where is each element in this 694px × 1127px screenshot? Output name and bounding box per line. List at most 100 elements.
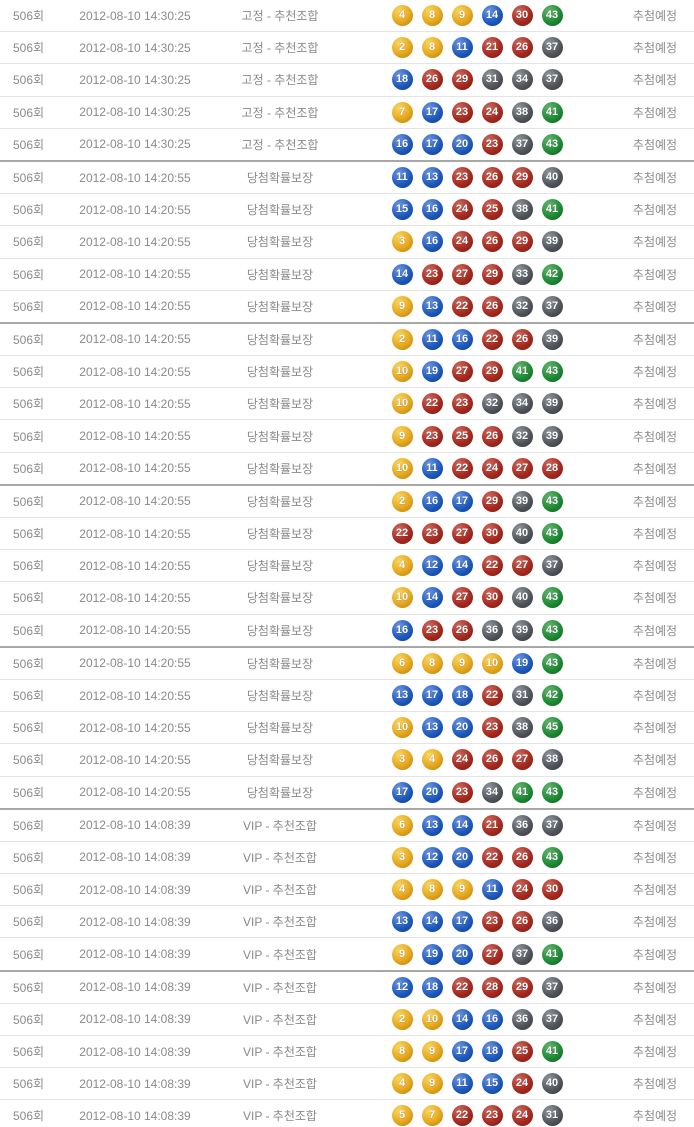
lotto-ball-red: 27 [451, 587, 473, 609]
status-label: 추첨예정 [632, 397, 678, 412]
table-row: 506회 2012-08-10 14:20:55 당첨확률보장 16 23 26 36… [0, 613, 694, 646]
round-label: 506회 [13, 1045, 45, 1060]
datetime-label: 2012-08-10 14:20:55 [79, 364, 191, 379]
datetime-label: 2012-08-10 14:08:39 [79, 1076, 191, 1091]
table-row: 506회 2012-08-10 14:20:55 당첨확률보장 10 22 23 32… [0, 387, 694, 419]
lotto-balls: 2 16 17 29 39 43 [360, 490, 594, 512]
category-label: VIP - 추천조합 [243, 915, 317, 930]
lotto-ball-red: 26 [481, 749, 503, 771]
status-label: 추첨예정 [632, 137, 678, 152]
round-label: 506회 [13, 9, 45, 24]
lotto-ball-gray: 39 [511, 490, 533, 512]
lotto-ball-blue: 16 [421, 490, 443, 512]
lotto-balls: 5 7 22 23 24 31 [360, 1105, 594, 1127]
lotto-balls: 11 13 23 26 29 40 [360, 167, 594, 189]
lotto-ball-green: 43 [541, 652, 563, 674]
status-label: 추첨예정 [632, 689, 678, 704]
lotto-ball-red: 25 [481, 199, 503, 221]
lotto-ball-red: 29 [511, 231, 533, 253]
datetime-label: 2012-08-10 14:30:25 [79, 8, 191, 23]
lotto-ball-red: 26 [481, 167, 503, 189]
lotto-balls: 13 14 17 23 26 36 [360, 911, 594, 933]
table-row: 506회 2012-08-10 14:08:39 VIP - 추천조합 4 9 11… [0, 1067, 694, 1099]
status-label: 추첨예정 [632, 527, 678, 542]
category-label: 당첨확률보장 [246, 753, 314, 768]
lotto-ball-gray: 33 [511, 263, 533, 285]
lotto-ball-blue: 11 [481, 879, 503, 901]
lotto-balls: 16 17 20 23 37 43 [360, 133, 594, 155]
category-label: VIP - 추천조합 [243, 1045, 317, 1060]
status-label: 추첨예정 [632, 299, 678, 314]
lotto-ball-yellow: 8 [421, 37, 443, 59]
lotto-ball-blue: 11 [451, 1073, 473, 1095]
lotto-ball-red: 26 [481, 295, 503, 317]
lotto-ball-red: 22 [421, 393, 443, 415]
category-label: 당첨확률보장 [246, 591, 314, 606]
lotto-balls: 4 9 11 15 24 40 [360, 1073, 594, 1095]
lotto-ball-red: 27 [451, 361, 473, 383]
lotto-ball-yellow: 7 [421, 1105, 443, 1127]
table-row: 506회 2012-08-10 14:20:55 당첨확률보장 11 13 23 26… [0, 159, 694, 193]
datetime-label: 2012-08-10 14:20:55 [79, 429, 191, 444]
status-label: 추첨예정 [632, 980, 678, 995]
lotto-ball-blue: 12 [421, 846, 443, 868]
lotto-balls: 9 13 22 26 32 37 [360, 295, 594, 317]
lotto-ball-yellow: 6 [391, 652, 413, 674]
table-row: 506회 2012-08-10 14:20:55 당첨확률보장 6 8 9 10 19 4… [0, 645, 694, 679]
lotto-ball-red: 25 [451, 425, 473, 447]
table-row: 506회 2012-08-10 14:20:55 당첨확률보장 3 4 24 26 27… [0, 743, 694, 775]
lotto-ball-blue: 17 [391, 781, 413, 803]
round-label: 506회 [13, 494, 45, 509]
lotto-ball-yellow: 2 [391, 37, 413, 59]
round-label: 506회 [13, 267, 45, 282]
lotto-ball-red: 24 [451, 749, 473, 771]
round-label: 506회 [13, 980, 45, 995]
datetime-label: 2012-08-10 14:20:55 [79, 526, 191, 541]
lotto-ball-blue: 16 [421, 231, 443, 253]
lotto-ball-blue: 14 [481, 5, 503, 27]
lotto-ball-red: 21 [481, 37, 503, 59]
lotto-ball-blue: 17 [421, 685, 443, 707]
lotto-ball-red: 22 [481, 685, 503, 707]
datetime-label: 2012-08-10 14:08:39 [79, 914, 191, 929]
lotto-ball-blue: 14 [451, 555, 473, 577]
lotto-ball-yellow: 9 [391, 943, 413, 965]
lotto-ball-green: 41 [511, 361, 533, 383]
category-label: 당첨확률보장 [246, 171, 314, 186]
lotto-ball-yellow: 8 [391, 1041, 413, 1063]
lotto-ball-gray: 38 [511, 717, 533, 739]
table-row: 506회 2012-08-10 14:30:25 고정 - 추천조합 2 8 11 2… [0, 31, 694, 63]
category-label: 당첨확률보장 [246, 785, 314, 800]
lotto-ball-red: 21 [481, 814, 503, 836]
status-label: 추첨예정 [632, 721, 678, 736]
lotto-ball-red: 22 [481, 328, 503, 350]
status-label: 추첨예정 [632, 818, 678, 833]
lotto-ball-green: 43 [541, 133, 563, 155]
lotto-ball-red: 26 [481, 231, 503, 253]
lotto-ball-blue: 13 [391, 685, 413, 707]
lotto-ball-gray: 39 [541, 393, 563, 415]
lotto-ball-green: 45 [541, 717, 563, 739]
lotto-ball-blue: 14 [421, 911, 443, 933]
category-label: 고정 - 추천조합 [241, 105, 319, 120]
round-label: 506회 [13, 623, 45, 638]
lotto-ball-blue: 19 [511, 652, 533, 674]
lotto-ball-gray: 39 [541, 328, 563, 350]
lotto-ball-red: 27 [511, 457, 533, 479]
status-label: 추첨예정 [632, 559, 678, 574]
lotto-ball-yellow: 8 [421, 652, 443, 674]
category-label: VIP - 추천조합 [243, 1109, 317, 1124]
status-label: 추첨예정 [632, 171, 678, 186]
lotto-ball-green: 43 [541, 781, 563, 803]
lotto-ball-green: 43 [541, 490, 563, 512]
round-label: 506회 [13, 947, 45, 962]
lotto-ball-red: 23 [421, 619, 443, 641]
lotto-ball-blue: 11 [391, 167, 413, 189]
lotto-ball-yellow: 3 [391, 749, 413, 771]
lotto-ball-gray: 40 [541, 1073, 563, 1095]
lotto-ball-green: 43 [541, 846, 563, 868]
lotto-ball-blue: 17 [421, 101, 443, 123]
category-label: 당첨확률보장 [246, 267, 314, 282]
lotto-ball-yellow: 4 [391, 879, 413, 901]
lotto-ball-red: 24 [511, 1105, 533, 1127]
